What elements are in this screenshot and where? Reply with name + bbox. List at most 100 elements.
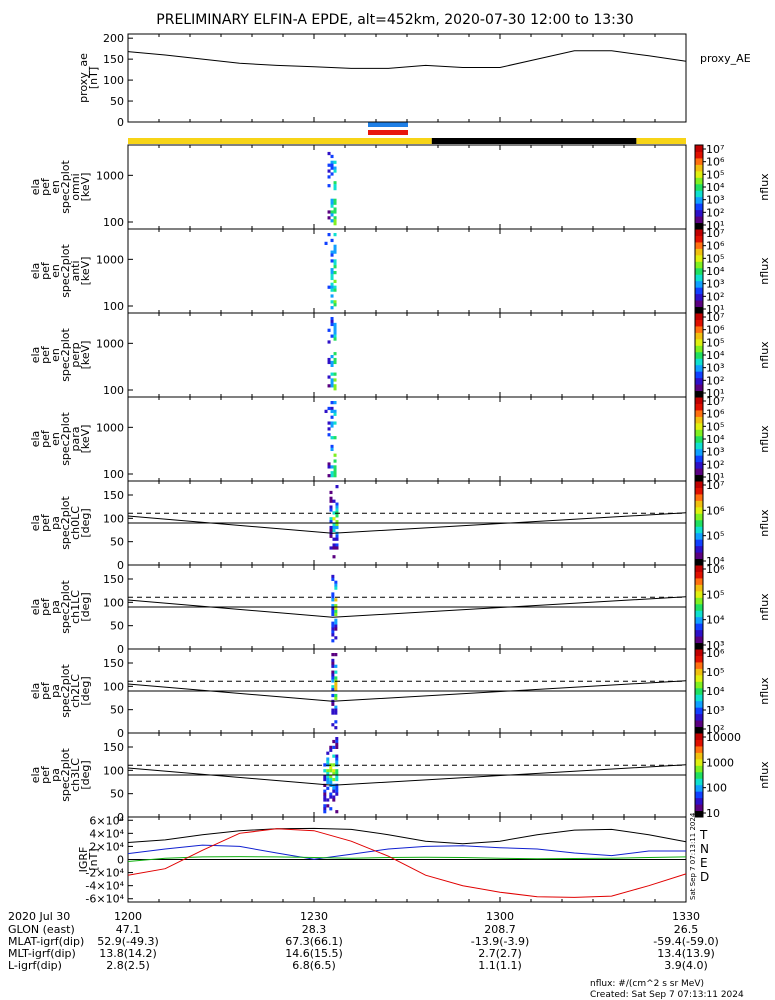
ylabel-line-7-1: pef bbox=[39, 681, 52, 700]
spectrogram-cell bbox=[331, 670, 335, 674]
spectrogram-cell bbox=[329, 508, 333, 512]
spectrogram-cell bbox=[333, 303, 337, 307]
spectrogram-cell bbox=[331, 676, 335, 680]
colorbar-tick-label-1-3: 10⁴ bbox=[706, 181, 725, 194]
ylabel-line-8-5: [deg] bbox=[79, 760, 92, 789]
spectrogram-cell bbox=[333, 357, 337, 362]
spectrogram-cell bbox=[331, 604, 335, 608]
spectrogram-cell bbox=[329, 546, 333, 550]
colorbar-tick-label-4-6: 10⁷ bbox=[706, 395, 724, 408]
y-tick-label-4-1: 1000 bbox=[96, 421, 124, 434]
ylabel-line-5-3: spec2plot bbox=[59, 496, 72, 550]
y-tick-label-0-1: 50 bbox=[110, 95, 124, 108]
spectrogram-cell bbox=[330, 276, 334, 281]
ylabel-line-8-3: spec2plot bbox=[59, 748, 72, 802]
spectrogram-cell bbox=[330, 259, 334, 263]
colorbar-cell bbox=[695, 190, 703, 198]
state-bar-segment-yellow-right bbox=[636, 138, 686, 144]
spectrogram-cell bbox=[332, 763, 336, 767]
spectrogram-cell bbox=[331, 630, 335, 634]
spectrogram-cell bbox=[331, 708, 335, 712]
spectrogram-cell bbox=[330, 372, 334, 376]
spectrogram-cell bbox=[333, 334, 337, 338]
spectrogram-cell bbox=[333, 459, 337, 463]
spectrogram-cell bbox=[333, 216, 337, 220]
spectrogram-cell bbox=[335, 789, 339, 793]
colorbar-tick-label-4-0: 10¹ bbox=[706, 471, 724, 484]
colorbar-cell bbox=[695, 442, 703, 450]
ylabel-line-4-2: en bbox=[49, 432, 62, 446]
spectrogram-cell bbox=[330, 471, 334, 475]
colorbar-cell bbox=[695, 513, 703, 521]
spectrogram-cell bbox=[333, 271, 337, 275]
colorbar-frame bbox=[694, 732, 704, 818]
spectrogram-cell bbox=[326, 757, 330, 761]
ylabel-line-7-0: ela bbox=[29, 683, 42, 700]
spectrogram-cell bbox=[329, 748, 333, 752]
spectrogram-cell bbox=[326, 804, 330, 808]
ylabel-line-3-1: pef bbox=[39, 345, 52, 364]
igrf-series-D bbox=[127, 828, 687, 898]
spectrogram-cell bbox=[330, 238, 334, 243]
y-tick-label-2-0: 100 bbox=[103, 300, 124, 313]
spectrogram-cell bbox=[330, 294, 334, 298]
colorbar-cell bbox=[695, 804, 703, 812]
colorbar-tick-label-7-1: 10³ bbox=[706, 704, 724, 717]
spectrogram-cell bbox=[333, 474, 337, 478]
spectrogram-cell bbox=[330, 444, 334, 449]
spectrogram-cell bbox=[330, 381, 334, 385]
spectrogram-cell bbox=[333, 181, 337, 185]
spectrogram-cell bbox=[329, 780, 333, 785]
spectrogram-cell bbox=[330, 166, 334, 170]
ylabel-line-2-1: pef bbox=[39, 261, 52, 280]
colorbar-cell bbox=[695, 209, 703, 217]
colorbar-tick-label-2-2: 10³ bbox=[706, 278, 724, 291]
spectrogram-cell bbox=[323, 792, 327, 796]
spectrogram-cell bbox=[331, 639, 335, 643]
colorbar-cell bbox=[695, 758, 703, 766]
spectrogram-cell bbox=[327, 462, 331, 466]
spectrogram-cell bbox=[332, 528, 336, 533]
spectrogram-cell bbox=[333, 187, 337, 191]
ylabel-line-5-1: pef bbox=[39, 513, 52, 532]
spectrogram-cell bbox=[330, 271, 334, 275]
spectrogram-cell bbox=[330, 360, 334, 365]
igrf-series-N bbox=[127, 844, 686, 860]
colorbar-label-5: nflux bbox=[758, 509, 771, 537]
spectrogram-cell bbox=[330, 378, 334, 382]
spectrogram-cell bbox=[324, 241, 328, 245]
eph-value-3-2: 1.1(1.1) bbox=[478, 959, 522, 972]
colorbar-cell bbox=[695, 455, 703, 463]
spectrogram-cell bbox=[330, 163, 334, 167]
spectrogram-cell bbox=[329, 777, 333, 782]
spectrogram-cell bbox=[330, 317, 334, 321]
colorbar-cell bbox=[695, 216, 703, 224]
spectrogram-cell bbox=[333, 465, 337, 469]
spectrogram-cell bbox=[331, 673, 335, 677]
colorbar-cell bbox=[695, 739, 703, 747]
colorbar-cell bbox=[695, 629, 703, 637]
colorbar-cell bbox=[695, 571, 703, 579]
y-tick-label-9-5: 4×10⁴ bbox=[89, 827, 124, 840]
colorbar-tick-label-4-5: 10⁶ bbox=[706, 408, 725, 421]
time-tick-1200: 1200 bbox=[114, 910, 142, 923]
spectrogram-cell bbox=[326, 751, 330, 755]
panel-spec2plot_para: 1001000elapefenspec2plotpara[keV]10¹10²1… bbox=[29, 395, 771, 484]
colorbar-cell bbox=[695, 674, 703, 682]
spectrogram-cell bbox=[334, 676, 338, 680]
y-tick-label-7-0: 0 bbox=[117, 727, 124, 740]
colorbar-tick-label-2-3: 10⁴ bbox=[706, 265, 725, 278]
panel-bg bbox=[128, 229, 686, 313]
spectrogram-cell bbox=[333, 322, 337, 327]
ylabel-line-8-0: ela bbox=[29, 767, 42, 784]
spectrogram-cell bbox=[332, 537, 336, 541]
ylabel-line-4-4: para bbox=[69, 427, 82, 452]
spectrogram-cell bbox=[323, 798, 327, 802]
ylabel-line-1-0: ela bbox=[29, 179, 42, 196]
spectrogram-cell bbox=[333, 219, 337, 223]
ylabel-line-5-4: ch0LC bbox=[69, 506, 82, 540]
colorbar-cell bbox=[695, 713, 703, 721]
spectrogram-cell bbox=[331, 702, 335, 706]
colorbar-cell bbox=[695, 771, 703, 779]
